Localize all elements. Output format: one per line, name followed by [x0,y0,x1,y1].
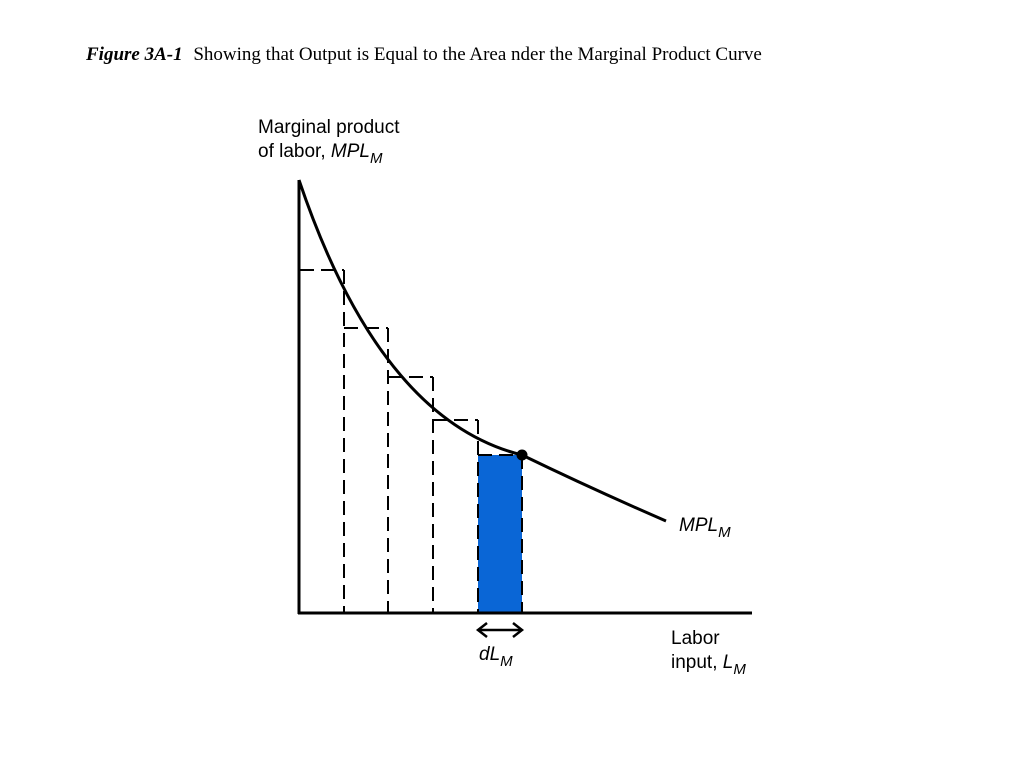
figure-caption: Figure 3A-1 Showing that Output is Equal… [86,44,762,66]
interval-label: dLM [479,644,513,670]
mpl-curve [297,179,667,523]
x-axis-label-line1: Labor [671,628,720,649]
dl-arrow [475,622,525,638]
figure-title: Showing that Output is Equal to the Area… [193,44,762,65]
x-axis-label-line2: input, LM [671,652,746,678]
curve-point [516,449,528,461]
y-axis-label-line2: of labor, MPLM [258,141,383,167]
curve-label: MPLM [679,515,731,541]
highlight-bar [478,455,522,613]
figure-number: Figure 3A-1 [86,44,183,65]
y-axis-label-line1: Marginal product [258,117,400,138]
